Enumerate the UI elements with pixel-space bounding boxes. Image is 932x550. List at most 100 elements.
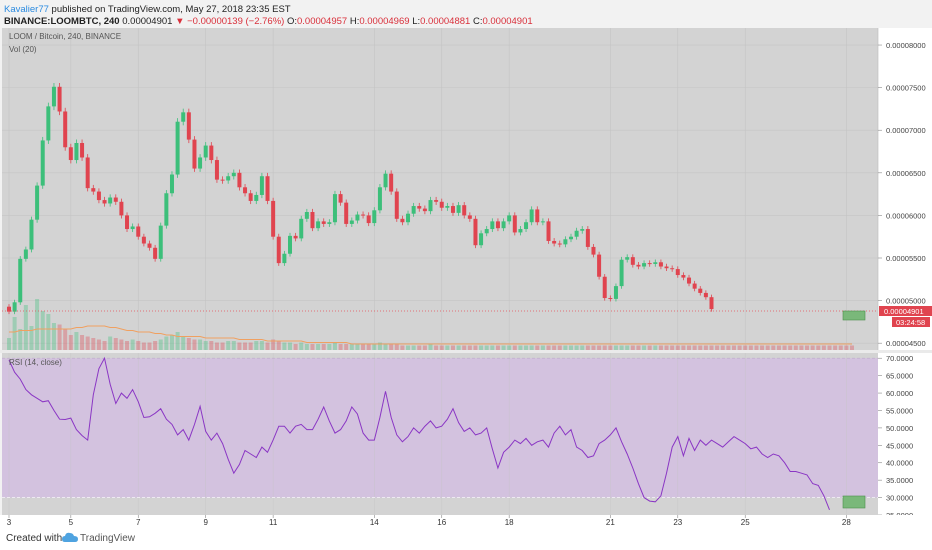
candle-body — [585, 229, 590, 247]
volume-bar — [467, 345, 472, 350]
price-tag — [879, 306, 932, 316]
high-label: H: — [349, 16, 360, 27]
time-tick-label: 18 — [505, 518, 514, 527]
volume-bar — [754, 345, 759, 350]
volume-bar — [181, 336, 186, 350]
candle-body — [529, 209, 534, 223]
candle-body — [220, 179, 225, 181]
volume-bar — [563, 345, 568, 350]
time-tick-label: 25 — [741, 518, 750, 527]
candle-body — [512, 215, 517, 233]
tradingview-brand[interactable]: TradingView — [80, 533, 136, 544]
candle-body — [608, 298, 613, 300]
volume-bar — [479, 345, 484, 350]
candle-body — [546, 221, 551, 241]
volume-bar — [316, 344, 321, 350]
candle-body — [703, 292, 708, 298]
volume-bar — [74, 332, 79, 350]
volume-bar — [198, 339, 203, 350]
price-target-box — [842, 310, 866, 321]
volume-bar — [141, 342, 146, 350]
candle-body — [619, 259, 624, 287]
candle-body — [209, 145, 214, 161]
candle-body — [709, 297, 714, 310]
down-arrow-icon: ▼ — [175, 16, 185, 27]
candle-body — [636, 264, 641, 267]
candle-body — [692, 283, 697, 289]
price-tick-label: 0.00007000 — [886, 126, 926, 135]
time-axis[interactable] — [0, 515, 932, 528]
volume-bar — [462, 345, 467, 350]
volume-bar — [366, 344, 371, 350]
price-tick-label: 0.00006000 — [886, 211, 926, 220]
volume-bar — [158, 339, 163, 350]
volume-bar — [265, 342, 270, 350]
rsi-tick-label: 30.0000 — [886, 494, 913, 503]
volume-bar — [484, 345, 489, 350]
volume-bar — [833, 345, 838, 350]
symbol-interval: BINANCE:LOOMBTC, 240 — [4, 16, 120, 27]
candle-body — [630, 257, 635, 265]
volume-bar — [12, 317, 17, 350]
volume-bar — [85, 336, 90, 350]
rsi-tick-label: 50.0000 — [886, 424, 913, 433]
price-pane[interactable] — [2, 28, 878, 350]
candle-body — [434, 200, 439, 202]
candle-body — [68, 147, 73, 161]
volume-bar — [243, 342, 248, 350]
candle-body — [18, 258, 23, 303]
volume-bar — [613, 345, 618, 350]
trading-chart[interactable]: LOOM / Bitcoin, 240, BINANCE Vol (20) 0.… — [0, 28, 932, 528]
candle-body — [377, 187, 382, 211]
price-tick-label: 0.00005000 — [886, 297, 926, 306]
price-axis[interactable] — [878, 28, 932, 350]
volume-bar — [220, 342, 225, 350]
volume-bar — [771, 345, 776, 350]
candle-body — [602, 276, 607, 299]
author-link[interactable]: Kavalier77 — [4, 4, 49, 15]
candle-body — [344, 202, 349, 224]
volume-bar — [355, 344, 360, 350]
candle-body — [658, 262, 663, 267]
volume-bar — [91, 338, 96, 350]
volume-bar — [658, 345, 663, 350]
candle-body — [563, 239, 568, 245]
candle-body — [389, 173, 394, 192]
candle-body — [467, 215, 472, 219]
volume-bar — [57, 324, 62, 350]
time-tick-label: 11 — [269, 518, 278, 527]
volume-bar — [248, 342, 253, 350]
volume-bar — [147, 342, 152, 350]
volume-bar — [726, 345, 731, 350]
volume-bar — [636, 345, 641, 350]
volume-bar — [439, 345, 444, 350]
volume-bar — [63, 329, 68, 350]
volume-bar — [844, 345, 849, 350]
volume-bar — [827, 345, 832, 350]
volume-bar — [327, 344, 332, 350]
volume-bar — [400, 345, 405, 350]
volume-bar — [760, 345, 765, 350]
candle-body — [57, 86, 62, 112]
candle-body — [349, 220, 354, 224]
candle-body — [237, 172, 242, 188]
candle-body — [552, 240, 557, 244]
volume-bar — [490, 345, 495, 350]
candle-body — [130, 226, 135, 230]
candle-body — [141, 236, 146, 244]
candle-body — [507, 215, 512, 222]
volume-bar — [731, 345, 736, 350]
rsi-axis[interactable] — [878, 353, 932, 515]
candle-body — [473, 218, 478, 246]
volume-bar — [687, 345, 692, 350]
volume-bar — [125, 341, 130, 350]
volume-bar — [698, 345, 703, 350]
volume-bar — [96, 339, 101, 350]
candle-body — [310, 212, 315, 229]
candle-body — [591, 246, 596, 255]
volume-bar — [169, 335, 174, 350]
candle-body — [518, 229, 523, 233]
candle-body — [495, 221, 500, 229]
candle-body — [642, 263, 647, 267]
volume-bar — [524, 345, 529, 350]
